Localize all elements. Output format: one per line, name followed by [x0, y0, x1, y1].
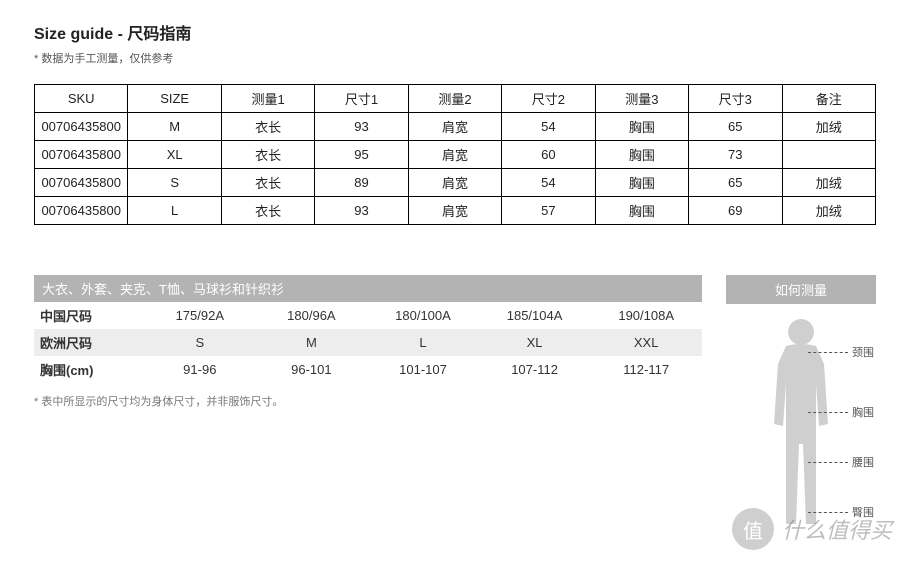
table-cell: XL	[479, 329, 591, 356]
table-cell: 73	[689, 141, 782, 169]
table-cell: 胸围	[595, 169, 688, 197]
table-row: 欧洲尺码SMLXLXXL	[34, 329, 702, 356]
page-title: Size guide - 尺码指南	[34, 20, 876, 44]
page-subtitle: * 数据为手工测量，仅供参考	[34, 50, 876, 66]
table-row: 00706435800M衣长93肩宽54胸围65加绒	[35, 113, 876, 141]
table-header-cell: SIZE	[128, 85, 221, 113]
table-cell: 00706435800	[35, 197, 128, 225]
row-label: 胸围(cm)	[34, 356, 144, 383]
measure-line: 颈围	[808, 344, 874, 360]
table-cell: 加绒	[782, 169, 876, 197]
table-cell: 180/96A	[256, 302, 368, 329]
table-cell: 91-96	[144, 356, 256, 383]
table-cell: 肩宽	[408, 197, 501, 225]
body-silhouette: 颈围胸围腰围臀围	[726, 314, 876, 534]
measure-title: 如何测量	[726, 275, 876, 304]
table-cell: 肩宽	[408, 113, 501, 141]
conversion-note: * 表中所显示的尺寸均为身体尺寸，并非服饰尺寸。	[34, 393, 702, 409]
table-cell: 93	[315, 197, 408, 225]
table-cell: 65	[689, 169, 782, 197]
table-cell: 107-112	[479, 356, 591, 383]
table-header-cell: 尺寸1	[315, 85, 408, 113]
table-cell: XXL	[590, 329, 702, 356]
table-cell: 胸围	[595, 113, 688, 141]
table-cell: 衣长	[221, 197, 314, 225]
table-cell: 57	[502, 197, 595, 225]
table-cell: M	[256, 329, 368, 356]
measure-line: 胸围	[808, 404, 874, 420]
table-row: 胸围(cm)91-9696-101101-107107-112112-117	[34, 356, 702, 383]
table-header-cell: 尺寸2	[502, 85, 595, 113]
row-label: 欧洲尺码	[34, 329, 144, 356]
table-cell: 衣长	[221, 141, 314, 169]
table-cell: L	[367, 329, 479, 356]
table-cell: 180/100A	[367, 302, 479, 329]
table-cell: 加绒	[782, 197, 876, 225]
table-cell: S	[144, 329, 256, 356]
table-cell: 95	[315, 141, 408, 169]
table-header-cell: 测量3	[595, 85, 688, 113]
conversion-header: 大衣、外套、夹克、T恤、马球衫和针织衫	[34, 275, 702, 302]
conversion-table: 中国尺码175/92A180/96A180/100A185/104A190/10…	[34, 302, 702, 383]
table-cell: 96-101	[256, 356, 368, 383]
table-cell: 93	[315, 113, 408, 141]
table-row: 00706435800XL衣长95肩宽60胸围73	[35, 141, 876, 169]
table-header-cell: SKU	[35, 85, 128, 113]
measure-label: 腰围	[852, 454, 874, 470]
row-label: 中国尺码	[34, 302, 144, 329]
table-header-cell: 备注	[782, 85, 876, 113]
table-cell: 54	[502, 113, 595, 141]
table-cell: 衣长	[221, 169, 314, 197]
watermark-text: 什么值得买	[782, 513, 892, 545]
table-cell: 衣长	[221, 113, 314, 141]
table-row: 00706435800S衣长89肩宽54胸围65加绒	[35, 169, 876, 197]
table-cell: 190/108A	[590, 302, 702, 329]
table-cell: 肩宽	[408, 169, 501, 197]
table-cell: M	[128, 113, 221, 141]
table-cell: 89	[315, 169, 408, 197]
size-guide-table: SKUSIZE测量1尺寸1测量2尺寸2测量3尺寸3备注 00706435800M…	[34, 84, 876, 225]
table-cell: 69	[689, 197, 782, 225]
dash-icon	[808, 412, 848, 413]
watermark: 值 什么值得买	[732, 508, 892, 550]
table-cell: 胸围	[595, 197, 688, 225]
table-cell: XL	[128, 141, 221, 169]
table-cell: L	[128, 197, 221, 225]
table-cell: 00706435800	[35, 141, 128, 169]
table-cell: 185/104A	[479, 302, 591, 329]
dash-icon	[808, 462, 848, 463]
table-cell: 60	[502, 141, 595, 169]
table-cell: 胸围	[595, 141, 688, 169]
measure-panel: 如何测量 颈围胸围腰围臀围	[726, 275, 876, 534]
table-cell: 101-107	[367, 356, 479, 383]
table-cell: 175/92A	[144, 302, 256, 329]
table-cell: 加绒	[782, 113, 876, 141]
table-header-cell: 测量2	[408, 85, 501, 113]
measure-label: 胸围	[852, 404, 874, 420]
table-cell: 54	[502, 169, 595, 197]
table-cell: 00706435800	[35, 169, 128, 197]
table-cell: 00706435800	[35, 113, 128, 141]
table-header-cell: 测量1	[221, 85, 314, 113]
table-cell: 65	[689, 113, 782, 141]
table-row: 中国尺码175/92A180/96A180/100A185/104A190/10…	[34, 302, 702, 329]
measure-line: 腰围	[808, 454, 874, 470]
watermark-badge-icon: 值	[732, 508, 774, 550]
dash-icon	[808, 352, 848, 353]
table-cell: S	[128, 169, 221, 197]
table-cell	[782, 141, 876, 169]
table-cell: 肩宽	[408, 141, 501, 169]
table-row: 00706435800L衣长93肩宽57胸围69加绒	[35, 197, 876, 225]
table-header-cell: 尺寸3	[689, 85, 782, 113]
table-cell: 112-117	[590, 356, 702, 383]
measure-label: 颈围	[852, 344, 874, 360]
